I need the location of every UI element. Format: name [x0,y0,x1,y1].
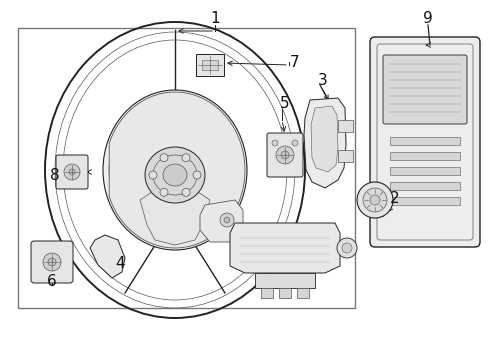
Circle shape [193,171,201,179]
FancyBboxPatch shape [382,55,466,124]
Bar [337,150,352,162]
Bar [279,288,290,298]
Text: 6: 6 [47,274,57,288]
Circle shape [281,151,288,159]
Bar [389,152,459,160]
Bar [296,288,308,298]
Polygon shape [229,223,339,273]
Circle shape [369,195,379,205]
Text: 1: 1 [210,10,220,26]
Polygon shape [254,273,314,288]
Bar [18,28,354,308]
Bar [389,137,459,145]
Text: 7: 7 [289,54,299,69]
Polygon shape [90,235,125,278]
Ellipse shape [145,147,204,203]
Circle shape [362,188,386,212]
Text: 9: 9 [422,10,432,26]
Circle shape [291,140,297,146]
FancyBboxPatch shape [369,37,479,247]
FancyBboxPatch shape [31,241,73,283]
Circle shape [43,253,61,271]
Circle shape [275,146,293,164]
Circle shape [64,164,80,180]
Text: 8: 8 [50,167,60,183]
FancyBboxPatch shape [266,133,303,177]
Polygon shape [310,106,337,172]
Polygon shape [200,200,243,242]
Bar [389,167,459,175]
Circle shape [356,182,392,218]
Circle shape [220,213,234,227]
Bar [261,288,272,298]
Circle shape [69,169,75,175]
Circle shape [160,154,168,162]
Polygon shape [140,190,209,245]
Bar [389,182,459,190]
Polygon shape [109,92,244,248]
Text: 4: 4 [115,256,124,270]
Ellipse shape [103,90,246,250]
Bar [389,197,459,205]
Circle shape [336,238,356,258]
Circle shape [182,188,190,196]
Ellipse shape [163,164,186,186]
Bar [337,120,352,132]
Circle shape [224,217,229,223]
Circle shape [48,258,56,266]
Bar [196,54,224,76]
Text: 5: 5 [280,95,289,111]
Circle shape [182,154,190,162]
Circle shape [160,188,168,196]
FancyBboxPatch shape [56,155,88,189]
Bar [202,60,218,70]
Text: 2: 2 [389,190,399,206]
Text: 3: 3 [317,72,327,87]
Circle shape [271,140,278,146]
Circle shape [341,243,351,253]
Circle shape [149,171,157,179]
Polygon shape [304,98,346,188]
